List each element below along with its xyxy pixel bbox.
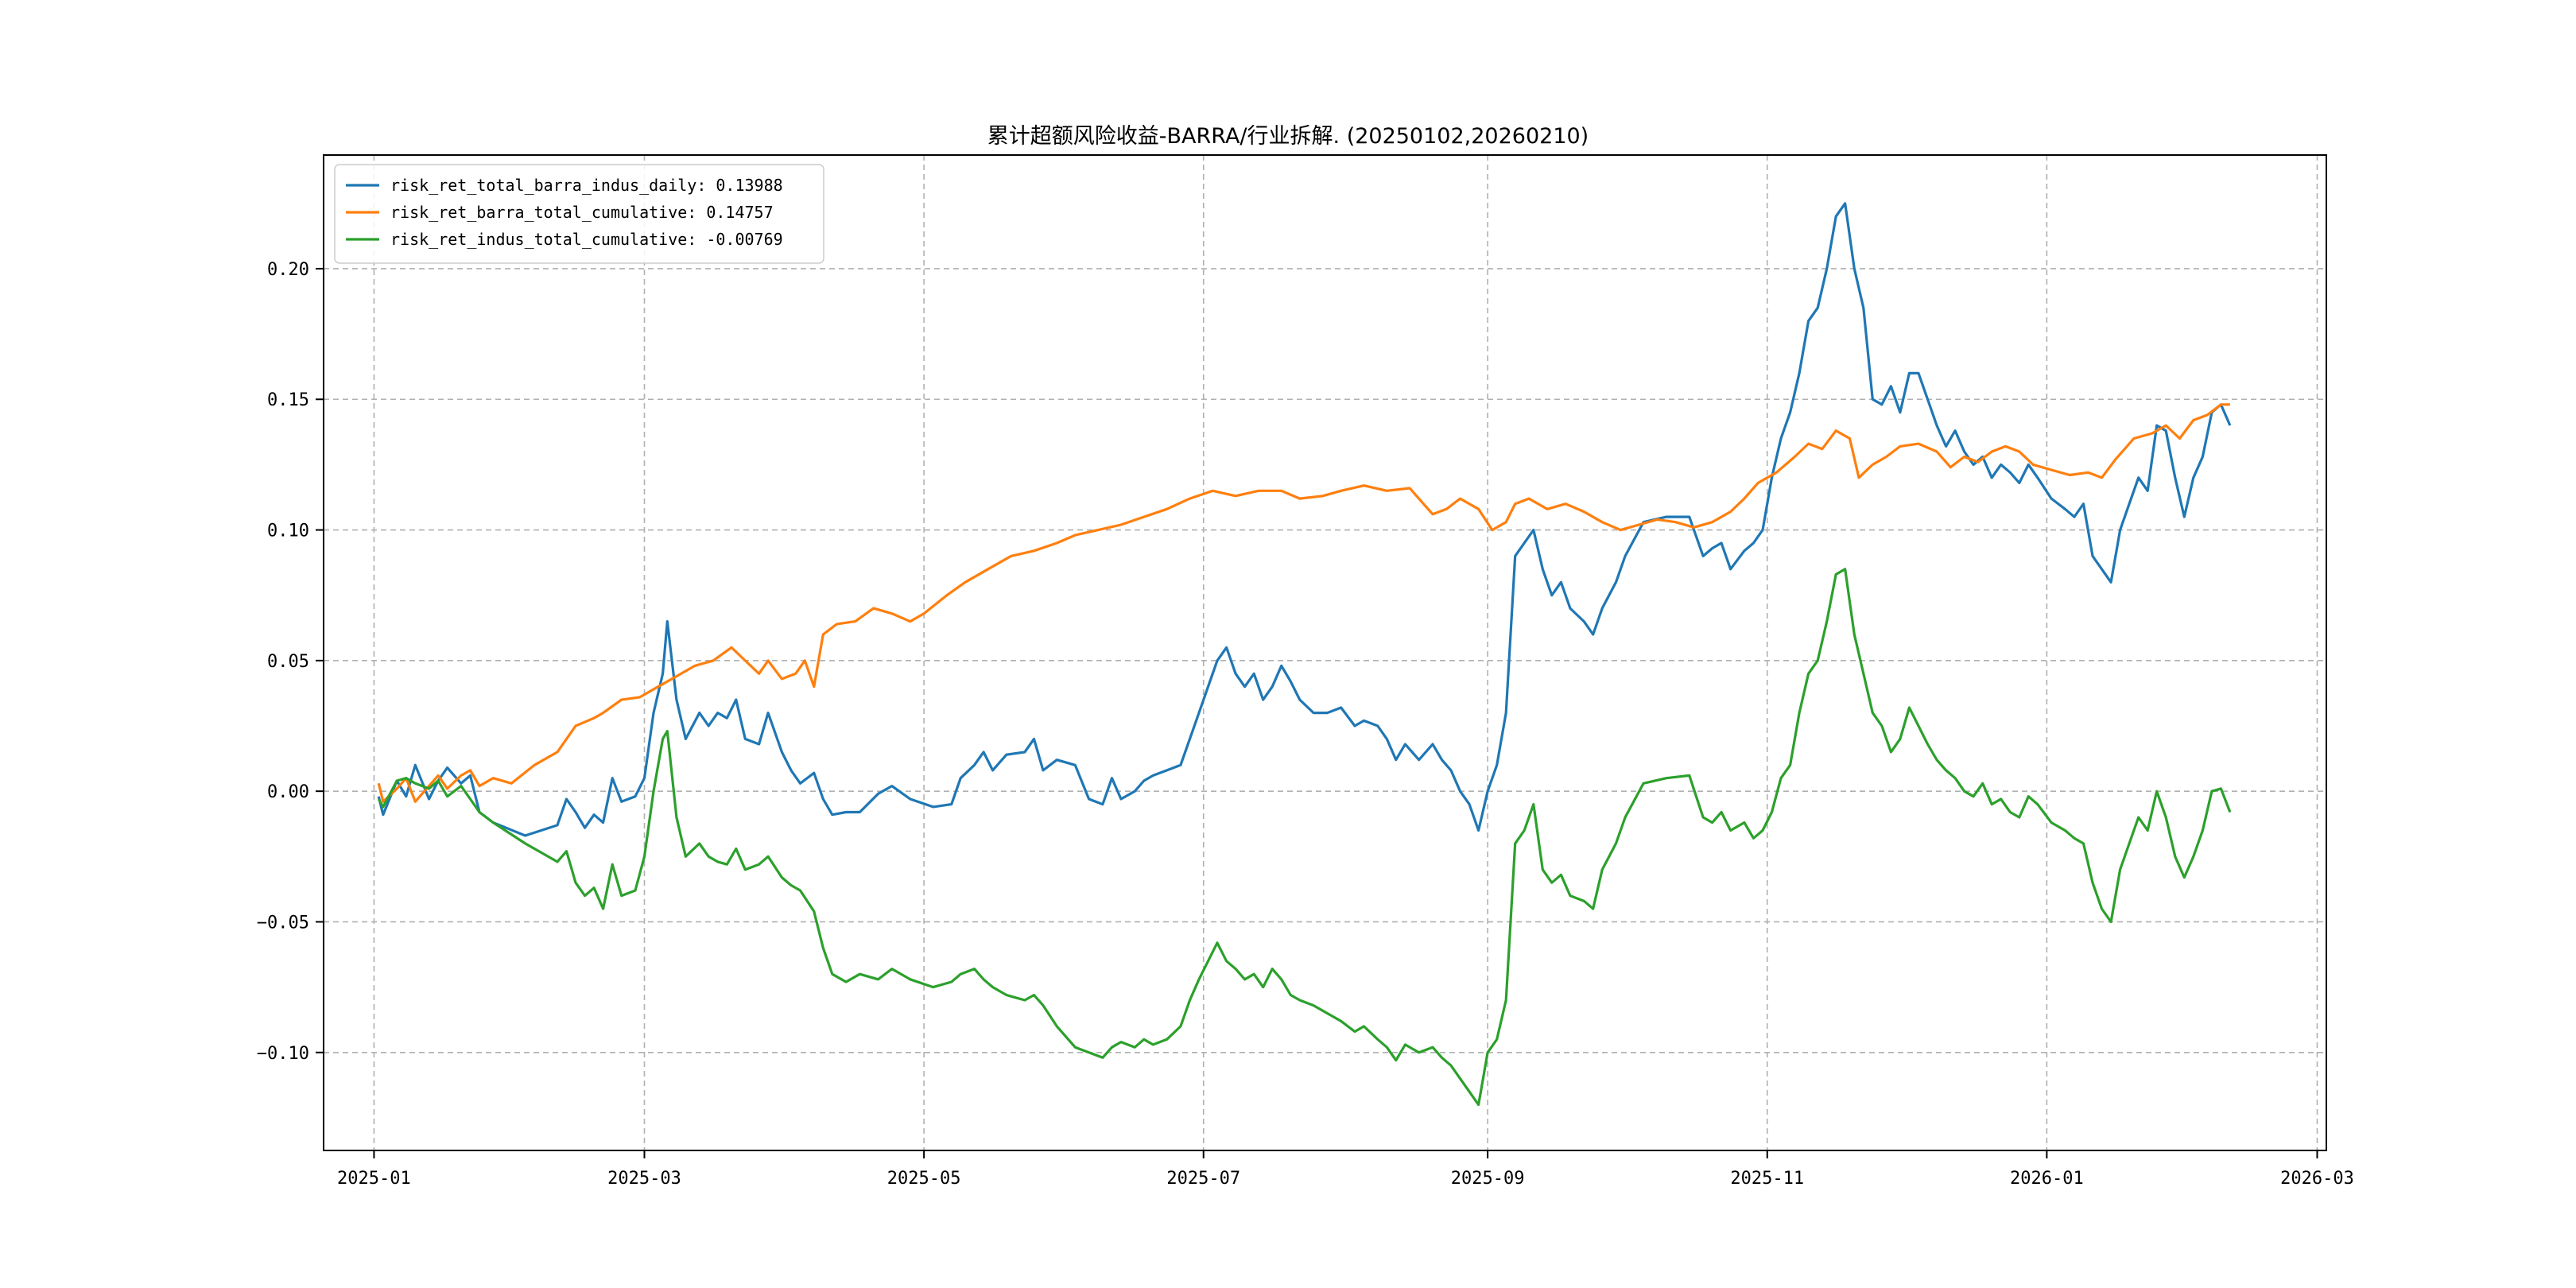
plot-area-frame [323, 154, 2327, 1151]
grid-lines [324, 155, 2326, 1150]
series-line-risk_ret_indus_total_cumulative [377, 568, 2232, 1107]
y-tick-label: 0.20 [267, 260, 309, 280]
x-tick-label: 2025-09 [1451, 1169, 1525, 1189]
series-line-risk_ret_total_barra_indus_daily [377, 202, 2232, 837]
series-line-risk_ret_barra_total_cumulative [377, 403, 2230, 803]
x-tick-label: 2026-01 [2010, 1169, 2084, 1189]
series-lines [377, 202, 2232, 1107]
axis-ticks: 2025-01 2025-03 2025-05 2025-07 2025-09 2025-… [257, 260, 2354, 1189]
x-tick-label: 2025-11 [1730, 1169, 1804, 1189]
legend-label: risk_ret_barra_total_cumulative: 0.14757 [390, 203, 774, 222]
y-tick-label: −0.10 [257, 1044, 309, 1064]
y-tick-label: 0.10 [267, 522, 309, 541]
legend-label: risk_ret_indus_total_cumulative: -0.0076… [390, 230, 783, 249]
x-tick-label: 2026-03 [2280, 1169, 2354, 1189]
legend: risk_ret_total_barra_indus_daily: 0.1398… [334, 164, 824, 264]
y-tick-label: 0.05 [267, 652, 309, 672]
x-tick-label: 2025-01 [337, 1169, 411, 1189]
y-tick-label: 0.15 [267, 390, 309, 410]
x-tick-label: 2025-07 [1166, 1169, 1240, 1189]
y-tick-label: −0.05 [257, 913, 309, 933]
x-tick-label: 2025-05 [887, 1169, 961, 1189]
legend-label: risk_ret_total_barra_indus_daily: 0.1398… [390, 176, 783, 195]
chart-title: 累计超额风险收益-BARRA/行业拆解. (20250102,20260210) [987, 124, 1589, 149]
x-tick-label: 2025-03 [607, 1169, 681, 1189]
legend-box [334, 164, 824, 264]
y-tick-label: 0.00 [267, 782, 309, 802]
